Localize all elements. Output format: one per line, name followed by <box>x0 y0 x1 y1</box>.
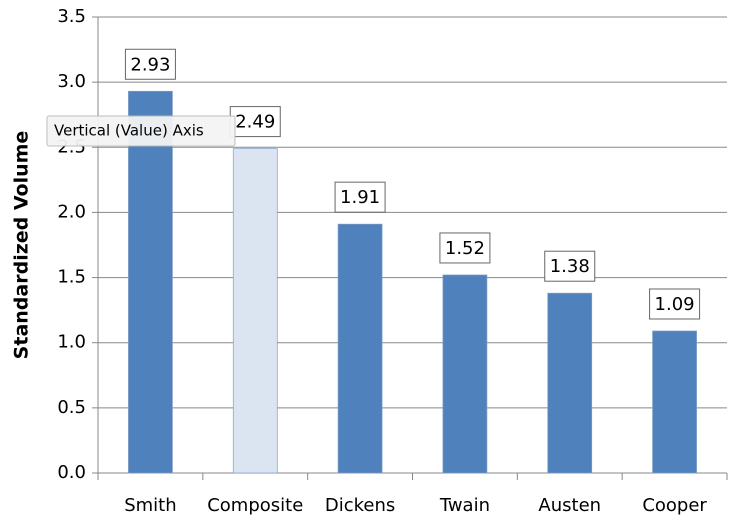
bar <box>652 330 697 474</box>
y-tick-label: 1.5 <box>57 267 86 288</box>
x-tick-label: Smith <box>124 495 176 516</box>
data-label-box <box>334 181 386 213</box>
tooltip-text: Vertical (Value) Axis <box>54 122 204 140</box>
y-tick-label: 1.0 <box>57 332 86 353</box>
data-label: 2.93 <box>130 54 170 75</box>
x-tick-label: Composite <box>207 495 303 516</box>
data-label-box <box>649 288 701 320</box>
y-axis-title: Standardized Volume <box>11 131 33 360</box>
data-label-box <box>229 106 281 138</box>
y-tick-label: 3.5 <box>57 6 86 27</box>
y-tick-label: 0.0 <box>57 462 86 483</box>
bar <box>337 223 383 474</box>
data-label: 1.09 <box>655 294 695 315</box>
y-tick-label: 2.0 <box>57 201 86 222</box>
x-tick-label: Dickens <box>325 495 395 516</box>
x-tick-label: Austen <box>538 495 601 516</box>
tooltip-box <box>46 115 236 147</box>
x-tick-label: Cooper <box>642 495 707 516</box>
bar <box>547 292 593 474</box>
data-label: 1.52 <box>445 238 485 259</box>
data-label: 1.38 <box>550 256 590 277</box>
bar <box>442 274 488 474</box>
bar <box>128 90 173 474</box>
data-label-box <box>544 250 596 282</box>
data-label: 1.91 <box>340 187 380 208</box>
tooltip: Vertical (Value) Axis <box>46 115 236 147</box>
data-label-box <box>439 232 491 264</box>
x-tick-label: Twain <box>439 495 490 516</box>
data-label: 2.49 <box>235 112 275 133</box>
bar <box>232 148 278 474</box>
y-tick-label: 3.0 <box>57 71 86 92</box>
y-tick-label: 0.5 <box>57 397 86 418</box>
data-label-box <box>124 48 176 80</box>
